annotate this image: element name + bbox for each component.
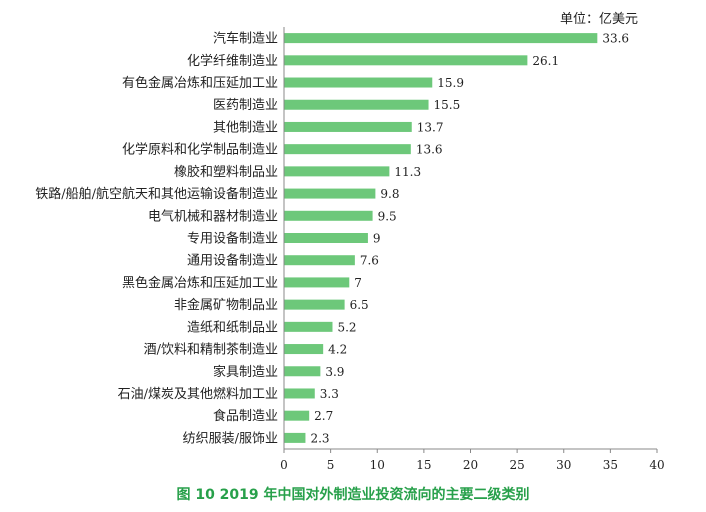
bar	[284, 166, 390, 177]
category-label: 铁路/船舶/航空航天和其他运输设备制造业	[35, 186, 278, 202]
value-label: 2.3	[310, 431, 329, 445]
value-label: 9.5	[378, 209, 397, 223]
bar	[284, 388, 315, 399]
bar	[284, 55, 528, 66]
bar	[284, 121, 412, 132]
category-label: 医药制造业	[213, 98, 278, 113]
value-label: 7.6	[360, 254, 379, 268]
x-tick-label: 15	[416, 458, 431, 472]
category-label: 电气机械和器材制造业	[148, 208, 278, 224]
category-labels-group: 汽车制造业化学纤维制造业有色金属冶炼和压延加工业医药制造业其他制造业化学原料和化…	[35, 31, 278, 447]
x-tick-label: 30	[556, 458, 571, 472]
value-label: 7	[354, 276, 362, 290]
bar	[284, 321, 333, 332]
x-tick-label: 0	[280, 458, 288, 472]
category-label: 石油/煤炭及其他燃料加工业	[118, 386, 278, 402]
bars-group	[284, 33, 598, 443]
value-label: 15.9	[437, 76, 464, 90]
category-label: 家具制造业	[213, 364, 278, 380]
value-label: 5.2	[337, 320, 356, 334]
bar	[284, 277, 350, 288]
x-tick-label: 5	[327, 458, 335, 472]
x-axis-group: 0 5 10 15 20 25 30 35 40	[280, 27, 665, 472]
category-label: 有色金属冶炼和压延加工业	[122, 75, 278, 91]
value-label: 2.7	[314, 409, 333, 423]
x-tick-label: 20	[463, 458, 478, 472]
category-label: 黑色金属冶炼和压延加工业	[122, 275, 278, 291]
category-label: 食品制造业	[213, 408, 278, 424]
bar	[284, 410, 310, 421]
bar	[284, 99, 429, 110]
bar	[284, 344, 324, 355]
category-label: 其他制造业	[213, 120, 278, 135]
value-label: 15.5	[434, 98, 461, 112]
bar	[284, 432, 306, 443]
bar	[284, 144, 411, 155]
bar	[284, 77, 433, 88]
value-label: 3.9	[325, 365, 344, 379]
value-label: 9	[373, 232, 381, 246]
category-label: 非金属矿物制品业	[174, 297, 278, 313]
x-tick-label: 40	[649, 458, 664, 472]
bar	[284, 33, 598, 44]
value-label: 9.8	[380, 187, 399, 201]
category-label: 通用设备制造业	[187, 253, 278, 269]
category-label: 化学原料和化学制品制造业	[122, 142, 278, 158]
bar	[284, 233, 368, 243]
category-label: 造纸和纸制品业	[187, 320, 278, 335]
value-label: 33.6	[602, 32, 629, 46]
unit-label: 单位：亿美元	[560, 12, 639, 27]
value-label: 3.3	[320, 387, 339, 401]
value-label: 13.7	[417, 120, 444, 134]
category-label: 纺织服装/服饰业	[183, 431, 278, 446]
category-label: 酒/饮料和精制茶制造业	[144, 342, 278, 358]
bar	[284, 299, 345, 310]
category-label: 汽车制造业	[213, 31, 278, 47]
bar	[284, 188, 376, 199]
category-label: 专用设备制造业	[187, 231, 278, 247]
category-label: 化学纤维制造业	[187, 53, 278, 69]
figure-caption: 图 10 2019 年中国对外制造业投资流向的主要二级类别	[176, 487, 530, 503]
value-label: 13.6	[416, 143, 443, 157]
value-label: 6.5	[350, 298, 369, 312]
category-label: 橡胶和塑料制品业	[174, 164, 278, 180]
value-label: 4.2	[328, 343, 347, 357]
value-labels-group: 33.6 26.1 15.9 15.5 13.7 13.6 11.3 9.8 9.5 9 7.6 7 6…	[310, 32, 629, 446]
x-tick-label: 25	[509, 458, 524, 472]
bar	[284, 210, 373, 221]
bar	[284, 366, 321, 377]
x-tick-label: 10	[370, 458, 385, 472]
bar	[284, 255, 355, 266]
value-label: 26.1	[532, 54, 559, 68]
value-label: 11.3	[394, 165, 421, 179]
x-tick-label: 35	[603, 458, 618, 472]
